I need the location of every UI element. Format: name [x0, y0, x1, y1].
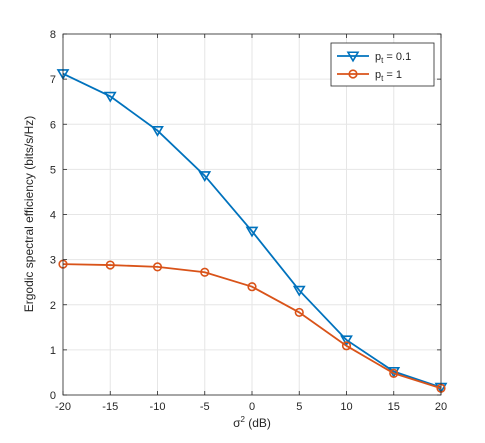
y-axis-label: Ergodic spectral efficiency (bits/s/Hz) — [22, 116, 36, 313]
y-tick-label: 5 — [50, 164, 56, 176]
x-axis-label-symbol: σ — [233, 416, 241, 430]
legend-label: pt = 1 — [375, 69, 402, 83]
legend-box — [330, 42, 435, 87]
x-tick-label: 15 — [388, 401, 400, 413]
legend-label-base: p — [375, 69, 381, 81]
x-tick-label: 10 — [340, 401, 352, 413]
data-point — [245, 226, 259, 238]
data-point — [200, 267, 210, 277]
legend-entry-1: pt = 1 — [337, 69, 402, 83]
y-tick-label: 1 — [50, 345, 56, 357]
legend-label-subscript: t — [381, 56, 384, 65]
data-point — [340, 335, 353, 347]
legend-entry-0: pt = 0.1 — [337, 51, 411, 65]
series-layer — [56, 69, 448, 394]
data-point — [105, 260, 115, 270]
data-point — [341, 341, 352, 351]
legend-label-rest: = 0.1 — [383, 51, 411, 63]
series-line — [62, 263, 442, 390]
tick-labels: -20 -15 -10 -5 0 5 10 15 20 0 1 2 3 4 5 6 7 8 — [50, 29, 447, 413]
legend-label-subscript: t — [381, 74, 384, 83]
data-point — [292, 285, 306, 297]
data-point — [198, 171, 212, 183]
y-tick-label: 0 — [50, 390, 56, 402]
x-axis-label: σ2 (dB) — [233, 415, 271, 430]
series-line — [62, 72, 442, 389]
legend: pt = 0.1pt = 1 — [330, 42, 435, 87]
data-point — [103, 91, 117, 103]
x-axis-label-superscript: 2 — [240, 415, 245, 424]
series-1 — [58, 259, 446, 393]
data-point — [247, 282, 257, 292]
data-point — [389, 368, 399, 378]
legend-label-base: p — [375, 51, 381, 63]
legend-label: pt = 0.1 — [375, 51, 411, 65]
legend-marker — [346, 51, 360, 63]
data-point — [151, 126, 164, 137]
x-tick-label: 5 — [296, 401, 302, 413]
data-point — [294, 307, 304, 318]
x-tick-label: -15 — [102, 401, 118, 413]
x-axis-label-unit: (dB) — [245, 416, 271, 430]
x-tick-label: -20 — [55, 401, 71, 413]
legend-label-rest: = 1 — [383, 69, 402, 81]
legend-marker — [348, 69, 358, 79]
y-tick-label: 6 — [50, 119, 56, 131]
y-tick-label: 2 — [50, 300, 56, 312]
axes — [62, 33, 442, 396]
y-tick-label: 4 — [50, 210, 56, 222]
y-tick-label: 3 — [50, 255, 56, 267]
x-tick-label: 20 — [435, 401, 447, 413]
x-tick-label: 0 — [249, 401, 255, 413]
y-tick-label: 8 — [50, 29, 56, 41]
y-tick-label: 7 — [50, 74, 56, 86]
x-tick-label: -10 — [150, 401, 166, 413]
data-point — [152, 262, 163, 272]
x-tick-label: -5 — [200, 401, 210, 413]
